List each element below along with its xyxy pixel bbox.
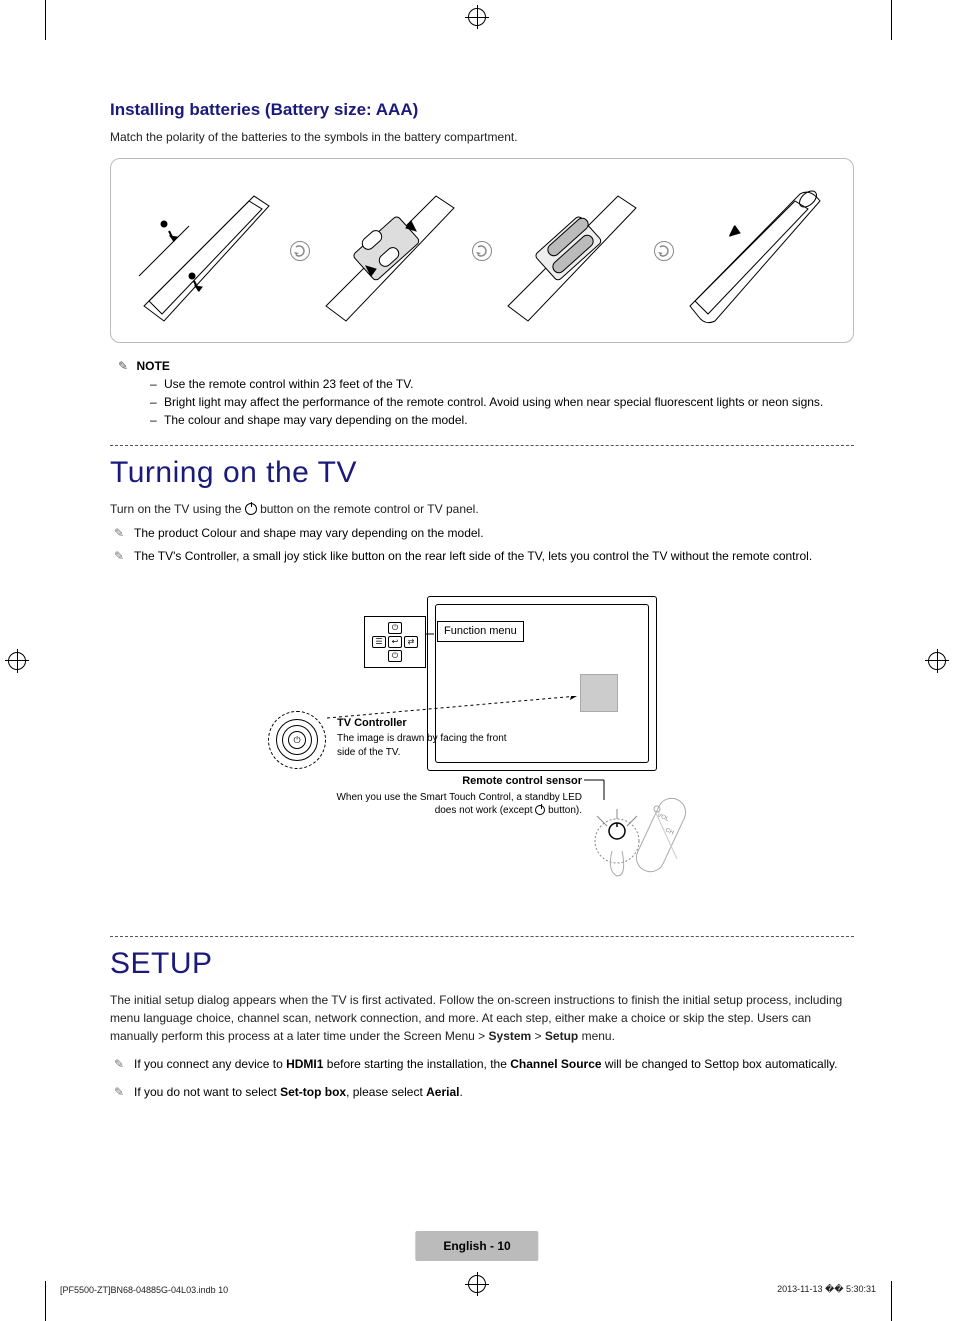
remote-sensor-diagram: VOL CH [587, 781, 697, 891]
note-icon: ✎ [118, 359, 128, 373]
section-divider [110, 936, 854, 937]
page-number-badge: English - 10 [415, 1231, 538, 1261]
note-label: NOTE [137, 359, 170, 373]
note-icon: ✎ [114, 1055, 124, 1074]
note-icon: ✎ [114, 524, 124, 543]
step-arrow-icon [290, 241, 310, 261]
tv-diagram: ⏻ ☰↩⇄ ⏻ Function menu ⏻ TV Controller Th… [172, 596, 792, 896]
tv-controller-label: TV Controller The image is drawn by faci… [337, 716, 527, 759]
battery-step-3 [498, 176, 648, 326]
section-title-setup: SETUP [110, 947, 854, 981]
list-item: ✎The TV's Controller, a small joy stick … [110, 547, 854, 566]
screen-highlight [580, 674, 618, 712]
battery-step-2 [316, 176, 466, 326]
list-item: ✎The product Colour and shape may vary d… [110, 524, 854, 543]
section-title-turning-on: Turning on the TV [110, 456, 854, 490]
remote-sensor-desc: When you use the Smart Touch Control, a … [332, 791, 582, 817]
function-menu-icon: ⏻ ☰↩⇄ ⏻ [364, 616, 426, 668]
step-arrow-icon [654, 241, 674, 261]
battery-step-4 [680, 176, 830, 326]
intro-text-pre: Turn on the TV using the [110, 502, 245, 516]
list-item: ✎ If you connect any device to HDMI1 bef… [110, 1055, 854, 1074]
section-title-batteries: Installing batteries (Battery size: AAA) [110, 100, 854, 120]
note-item: Bright light may affect the performance … [150, 393, 854, 411]
note-list: Use the remote control within 23 feet of… [110, 375, 854, 429]
note-block: ✎ NOTE Use the remote control within 23 … [110, 357, 854, 429]
power-icon [245, 503, 257, 515]
manual-page: Installing batteries (Battery size: AAA)… [0, 0, 954, 1321]
turning-on-list: ✎The product Colour and shape may vary d… [110, 524, 854, 566]
power-icon [535, 805, 545, 815]
note-item: Use the remote control within 23 feet of… [150, 375, 854, 393]
footer-filename: [PF5500-ZT]BN68-04885G-04L03.indb 10 [60, 1285, 228, 1295]
list-item: ✎ If you do not want to select Set-top b… [110, 1083, 854, 1102]
note-item: The colour and shape may vary depending … [150, 411, 854, 429]
battery-illustration-box [110, 158, 854, 343]
footer-timestamp: 2013-11-13 �� 5:30:31 [777, 1284, 876, 1295]
svg-text:VOL: VOL [656, 813, 670, 824]
note-icon: ✎ [114, 547, 124, 566]
tv-controller-icon: ⏻ [268, 711, 326, 769]
battery-step-1 [134, 176, 284, 326]
setup-list: ✎ If you connect any device to HDMI1 bef… [110, 1055, 854, 1101]
step-arrow-icon [472, 241, 492, 261]
batteries-intro: Match the polarity of the batteries to t… [110, 128, 854, 146]
intro-text-post: button on the remote control or TV panel… [257, 502, 479, 516]
setup-intro: The initial setup dialog appears when th… [110, 991, 854, 1045]
section-divider [110, 445, 854, 446]
turning-on-intro: Turn on the TV using the button on the r… [110, 500, 854, 518]
note-icon: ✎ [114, 1083, 124, 1102]
function-menu-label: Function menu [437, 621, 524, 641]
remote-sensor-label: Remote control sensor [412, 774, 582, 788]
